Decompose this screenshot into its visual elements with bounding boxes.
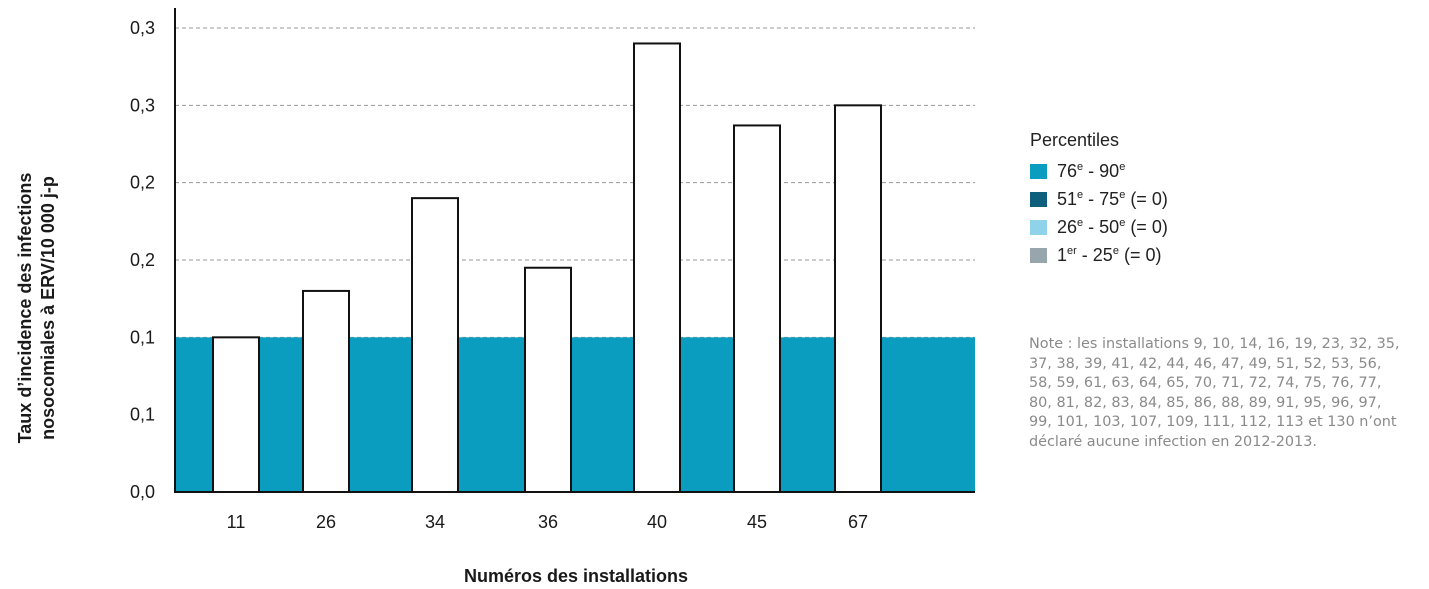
x-tick-label: 40 <box>647 512 667 532</box>
bar-36 <box>524 266 572 493</box>
y-axis-title-line-1: Taux d’incidence des infections <box>15 173 35 444</box>
bar-11 <box>212 336 260 494</box>
legend-title: Percentiles <box>1030 130 1120 150</box>
legend: Percentiles 76e - 90e 51e - 75e (= 0) 26e … <box>1030 130 1168 271</box>
y-tick-label: 0,1 <box>130 405 155 425</box>
y-tick-label: 0,0 <box>130 482 155 502</box>
legend-item-1-25: 1er - 25e (= 0) <box>1030 243 1168 267</box>
legend-swatch <box>1030 247 1047 263</box>
legend-item-51-75: 51e - 75e (= 0) <box>1030 187 1168 211</box>
bar-26 <box>302 289 350 493</box>
bar-67 <box>834 104 882 493</box>
legend-label: 26e - 50e (= 0) <box>1057 216 1168 237</box>
y-tick-label: 0,2 <box>130 173 155 193</box>
bar-chart: 0,0 0,1 0,1 0,2 0,2 0,3 0,3 11 26 34 36 40 45 67 Tau… <box>15 8 975 586</box>
legend-swatch <box>1030 191 1047 207</box>
x-tick-labels: 11 26 34 36 40 45 67 <box>227 512 868 532</box>
legend-swatch <box>1030 219 1047 235</box>
legend-swatch <box>1030 163 1047 179</box>
x-tick-label: 36 <box>538 512 558 532</box>
y-axis-title-line-2: nosocomiales à ERV/10 000 j-p <box>38 176 58 440</box>
y-tick-label: 0,1 <box>130 327 155 347</box>
y-tick-label: 0,2 <box>130 250 155 270</box>
x-tick-label: 67 <box>848 512 868 532</box>
x-tick-label: 26 <box>316 512 336 532</box>
bar-34 <box>411 197 459 493</box>
x-tick-label: 34 <box>425 512 445 532</box>
y-tick-label: 0,3 <box>130 95 155 115</box>
bar-45 <box>733 124 781 493</box>
bar-40 <box>633 42 681 493</box>
x-tick-label: 45 <box>747 512 767 532</box>
footnote: Note : les installations 9, 10, 14, 16, … <box>1029 336 1400 450</box>
legend-label: 51e - 75e (= 0) <box>1057 188 1168 209</box>
legend-label: 76e - 90e <box>1057 160 1126 181</box>
bars <box>212 42 882 494</box>
x-axis-title: Numéros des installations <box>464 566 688 586</box>
legend-item-26-50: 26e - 50e (= 0) <box>1030 215 1168 239</box>
y-tick-labels: 0,0 0,1 0,1 0,2 0,2 0,3 0,3 <box>130 18 155 502</box>
legend-label: 1er - 25e (= 0) <box>1057 244 1162 265</box>
legend-item-76-90: 76e - 90e <box>1030 159 1168 183</box>
y-tick-label: 0,3 <box>130 18 155 38</box>
legend-items: 76e - 90e 51e - 75e (= 0) 26e - 50e (= 0) 1… <box>1030 159 1168 267</box>
x-tick-label: 11 <box>227 512 246 532</box>
